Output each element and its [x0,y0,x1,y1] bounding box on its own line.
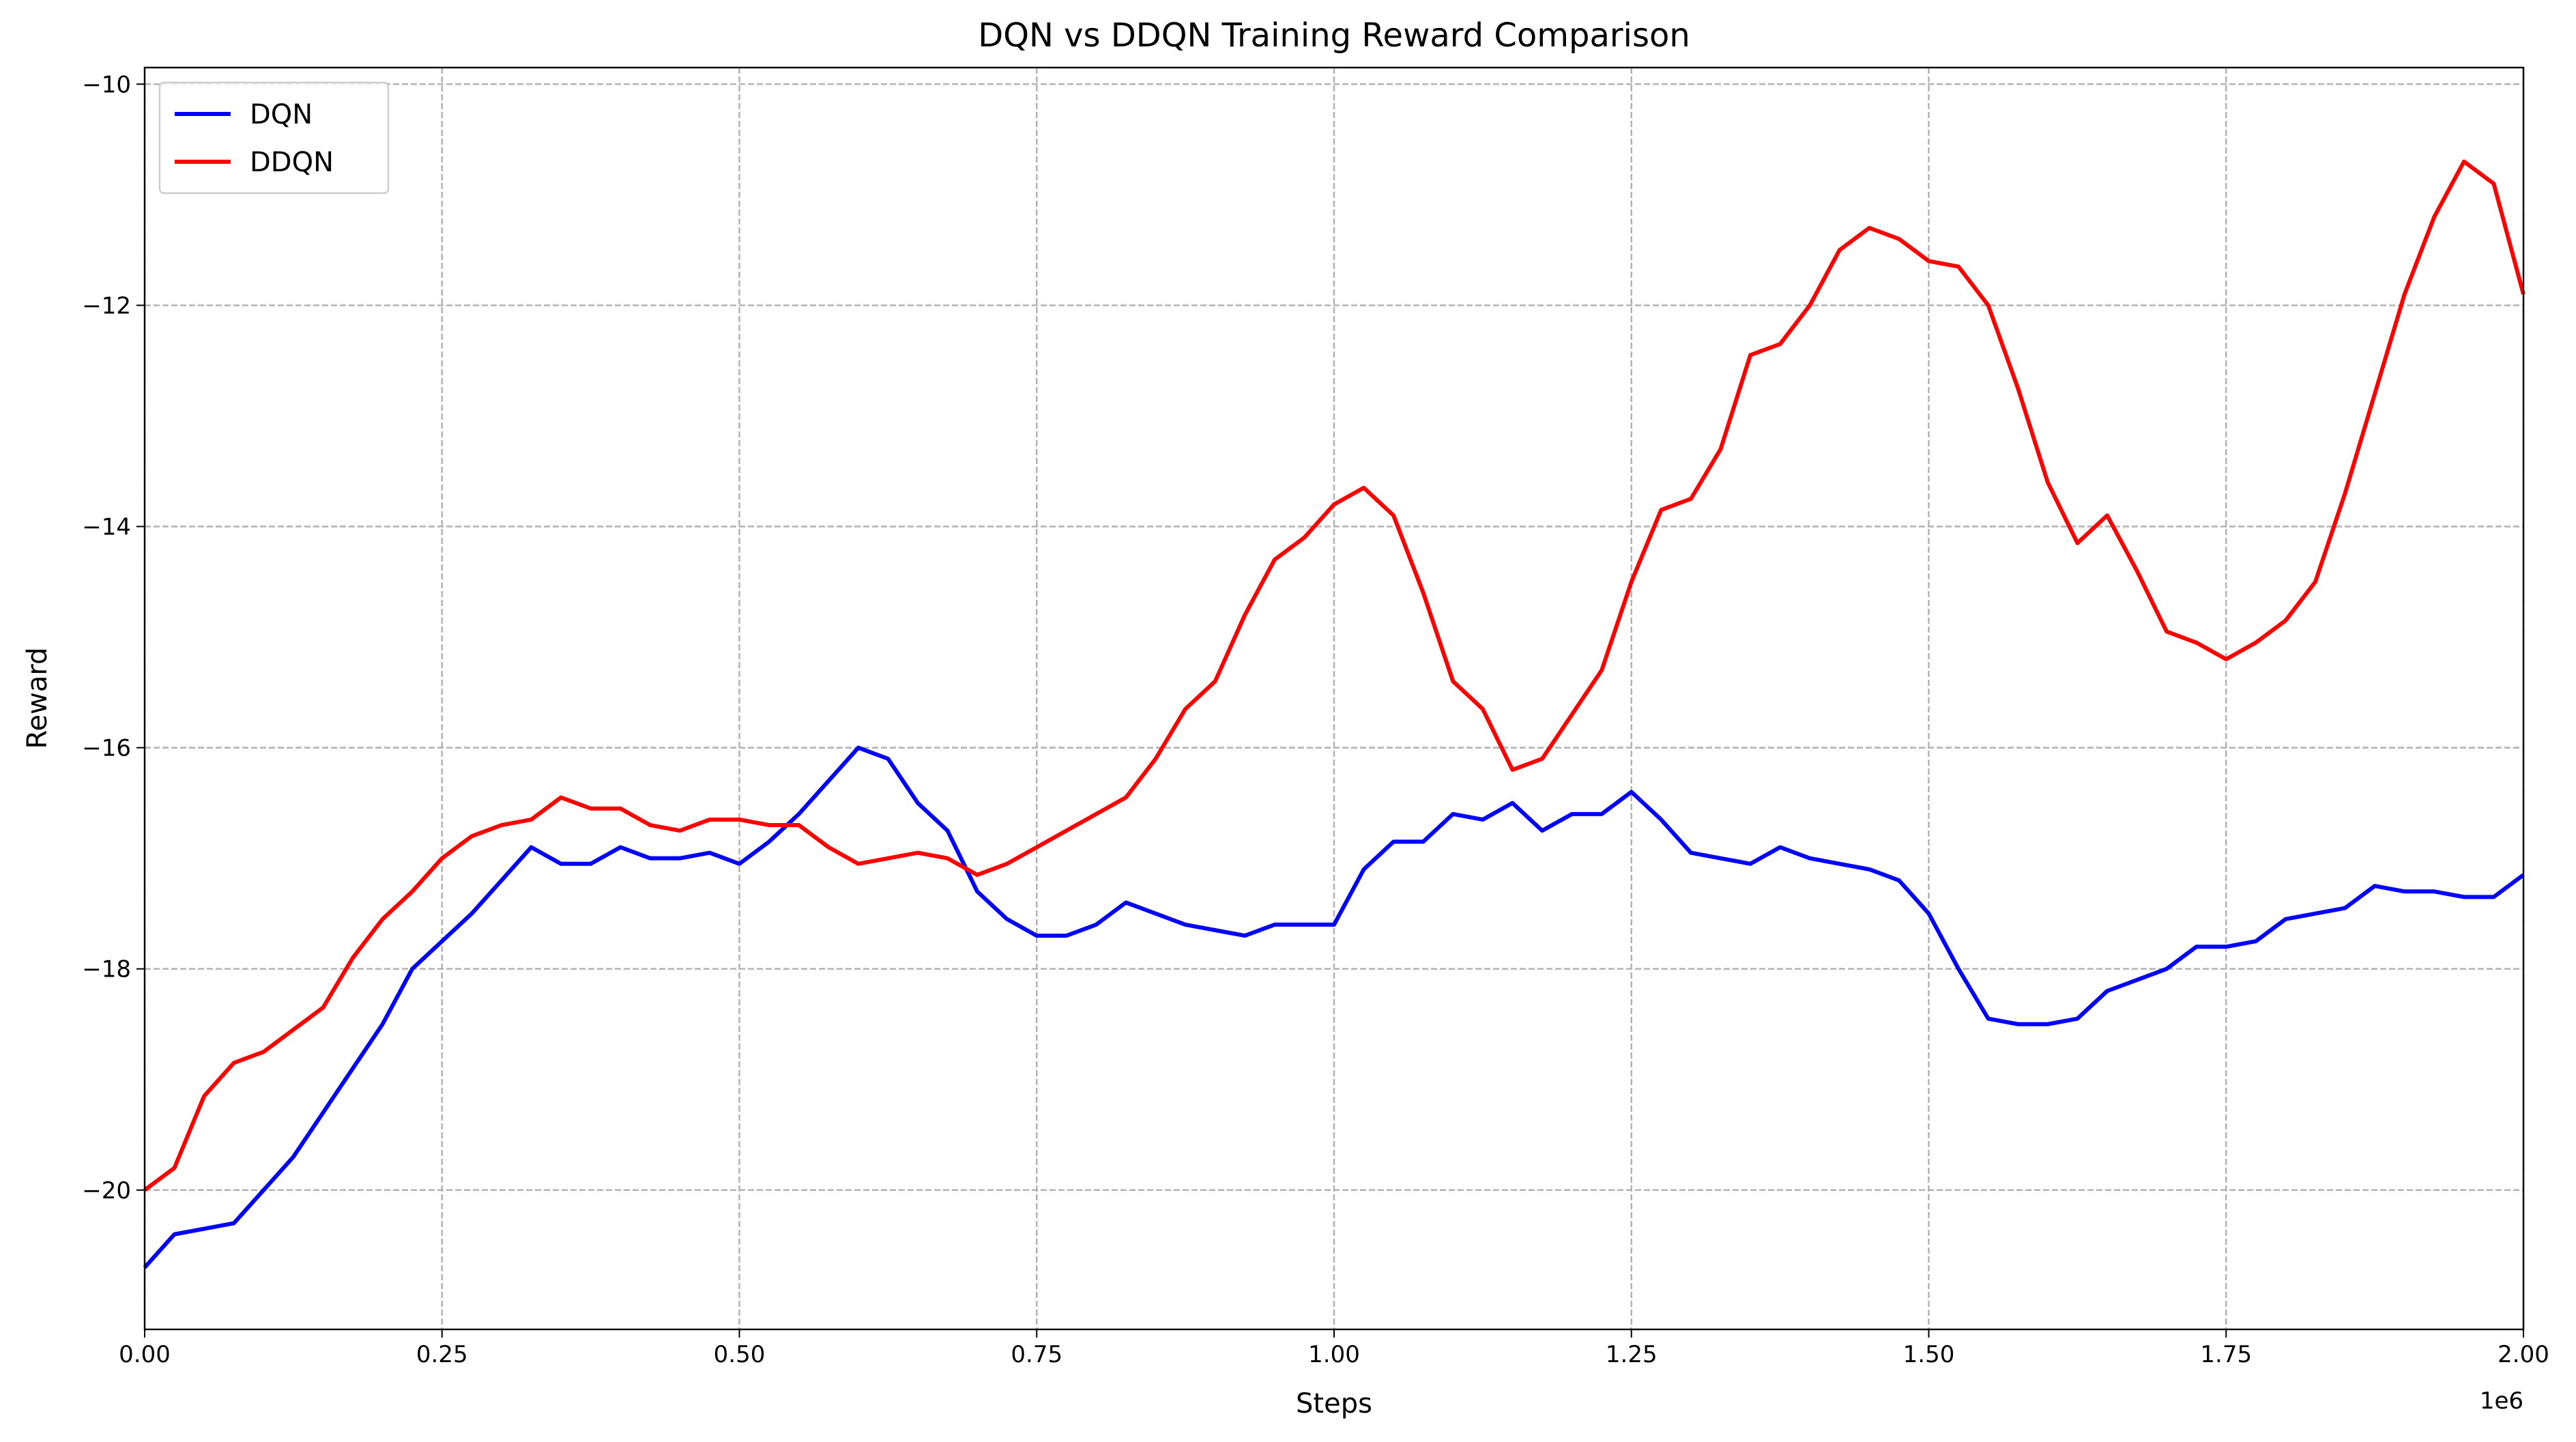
chart-title: DQN vs DDQN Training Reward Comparison [978,16,1690,55]
y-tick-label: −20 [82,1177,131,1205]
legend-label: DQN [250,99,313,130]
x-tick-label: 2.00 [2498,1341,2549,1368]
y-tick-label: −18 [82,956,131,983]
y-tick-label: −16 [82,735,131,762]
line-series [143,745,2525,1269]
x-tick-label: 1.00 [1308,1341,1360,1368]
plot-frame [143,66,2525,1331]
x-tick-label: 0.50 [714,1341,766,1368]
x-offset-label: 1e6 [2480,1387,2523,1415]
x-tick-label: 0.25 [416,1341,468,1368]
x-tick-label: 0.75 [1011,1341,1062,1368]
y-tick-label: −14 [82,514,131,541]
x-tick-label: 1.25 [1606,1341,1658,1368]
legend-box [158,81,390,194]
x-tick-label: 0.00 [119,1341,171,1368]
x-axis-label: Steps [1296,1388,1372,1419]
y-axis-label: Reward [22,648,53,749]
x-tick-label: 1.50 [1903,1341,1955,1368]
x-tick-label: 1.75 [2200,1341,2252,1368]
y-tick-label: −12 [82,292,131,319]
y-tick-label: −10 [82,71,131,98]
line-series [143,159,2526,1192]
legend-label: DDQN [250,147,334,178]
